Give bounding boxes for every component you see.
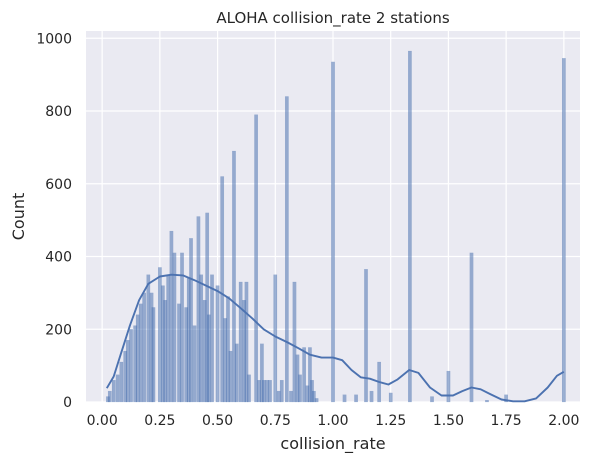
histogram-bar	[142, 292, 147, 403]
histogram-bar	[408, 50, 412, 403]
histogram-bar	[561, 58, 566, 403]
x-tick-label: 0.50	[202, 413, 233, 429]
histogram-bar	[261, 380, 266, 403]
histogram-bar	[146, 274, 151, 403]
histogram-bar	[292, 281, 297, 403]
chart-title: ALOHA collision_rate 2 stations	[216, 9, 449, 28]
histogram-bar	[504, 394, 508, 403]
histogram-bar	[111, 380, 116, 403]
y-tick-label: 600	[45, 177, 72, 193]
x-tick-label: 1.50	[433, 413, 464, 429]
histogram-bar	[254, 114, 258, 403]
histogram-bars	[106, 50, 566, 403]
x-tick-label: 0.75	[260, 413, 291, 429]
histogram-bar	[369, 390, 374, 403]
histogram-bar	[210, 274, 214, 403]
x-tick-label: 1.75	[491, 413, 522, 429]
histogram-bar	[199, 274, 204, 403]
histogram-bar	[244, 281, 249, 403]
histogram-bar	[302, 347, 306, 403]
histogram-bar	[279, 380, 284, 403]
histogram-bar	[119, 361, 124, 403]
histogram-bar	[115, 374, 120, 403]
histogram-bar	[430, 396, 434, 403]
histogram-bar	[446, 370, 451, 403]
histogram-bar	[180, 252, 184, 403]
x-tick-label: 1.25	[375, 413, 406, 429]
histogram-bar	[298, 374, 302, 403]
histogram-bar	[166, 274, 171, 403]
histogram-bar	[215, 285, 220, 403]
histogram-bar	[308, 347, 312, 403]
y-tick-label: 400	[45, 250, 72, 266]
y-tick-labels: 0 200 400 600 800 1000	[36, 31, 72, 411]
x-tick-label: 2.00	[548, 413, 579, 429]
histogram-bar	[232, 150, 236, 403]
histogram-bar	[238, 281, 243, 403]
histogram-bar	[311, 390, 316, 403]
histogram-bar	[172, 252, 177, 403]
histogram-bar	[342, 394, 347, 403]
histogram-bar	[354, 394, 358, 403]
y-tick-label: 200	[45, 322, 72, 338]
histogram-bar	[151, 307, 156, 403]
x-tick-labels: 0.00 0.25 0.50 0.75 1.00 1.25 1.50 1.75 2.00	[87, 413, 580, 429]
x-axis-label: collision_rate	[280, 434, 385, 454]
y-axis-label: Count	[9, 193, 28, 241]
histogram-bar	[247, 374, 251, 403]
kde-line	[105, 273, 565, 403]
x-tick-label: 0.25	[144, 413, 175, 429]
histogram-bar	[273, 274, 278, 403]
histogram-bar	[234, 343, 239, 403]
histogram-bar	[388, 392, 393, 403]
histogram-bar	[220, 176, 225, 403]
histogram-bar	[107, 390, 112, 403]
x-tick-label: 1.00	[317, 413, 348, 429]
histogram-bar	[314, 398, 319, 403]
y-tick-label: 800	[45, 104, 72, 120]
y-tick-label: 0	[63, 395, 72, 411]
histogram-bar	[268, 380, 272, 403]
y-tick-label: 1000	[36, 31, 72, 47]
histogram-bar	[138, 303, 143, 403]
histogram-bar	[260, 343, 264, 403]
histogram-bar	[206, 314, 211, 403]
histogram-bar	[228, 350, 233, 403]
x-tick-label: 0.00	[87, 413, 118, 429]
histogram-bar	[192, 325, 197, 403]
histogram-bar	[469, 252, 474, 403]
histogram-bar	[189, 238, 193, 403]
histogram-bar	[125, 340, 130, 403]
histogram-bar	[331, 61, 335, 403]
histogram-bar	[289, 390, 293, 403]
histogram-bar	[129, 329, 133, 403]
histogram-bar	[284, 96, 289, 403]
histogram-bar	[485, 400, 489, 403]
histogram-bar	[364, 269, 368, 403]
